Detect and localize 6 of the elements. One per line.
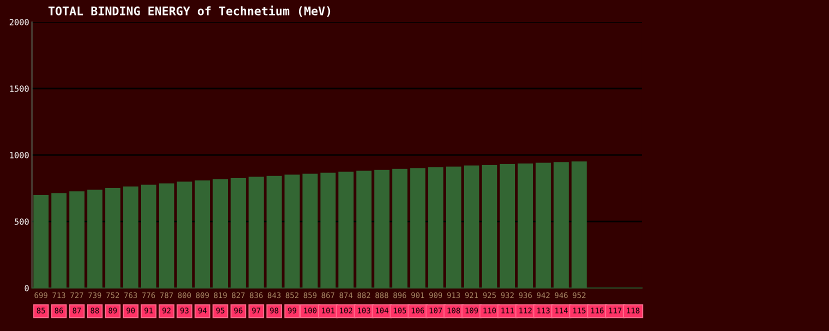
- y-tick-label: 1500: [10, 86, 29, 92]
- y-tick-label: 500: [14, 218, 29, 225]
- y-tick-label: 2000: [10, 19, 29, 26]
- y-tick-label: 0: [24, 285, 29, 292]
- chart-title: TOTAL BINDING ENERGY of Technetium (MeV): [48, 6, 330, 17]
- y-tick-label: 1000: [10, 152, 29, 158]
